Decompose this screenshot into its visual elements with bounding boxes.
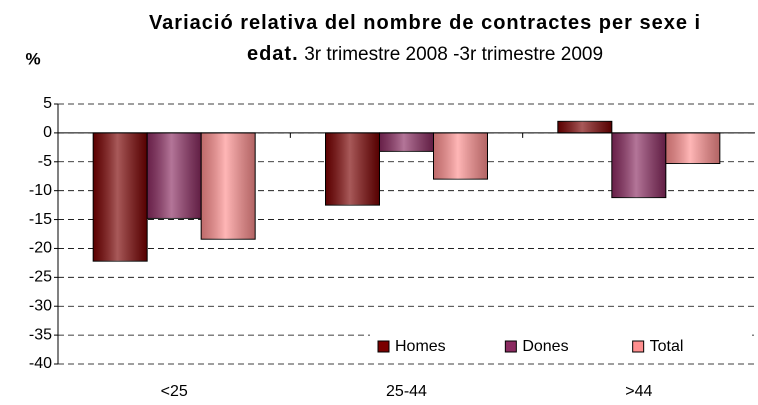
chart-title: Variació relativa del nombre de contract… <box>148 12 702 65</box>
y-tick-label: 5 <box>43 95 52 112</box>
x-tick-label: <25 <box>161 383 188 400</box>
x-tick-label: >44 <box>625 383 652 400</box>
y-tick-label: -35 <box>29 326 52 343</box>
bar-shade <box>147 132 202 219</box>
bar-shade <box>557 121 612 133</box>
legend-swatch <box>632 340 645 353</box>
bar-shade <box>611 132 666 198</box>
chart-subtitle: 3r trimestre 2008 -3r trimestre 2009 <box>304 44 604 65</box>
y-tick-label: -40 <box>29 355 52 372</box>
legend-swatch <box>377 340 390 353</box>
legend-swatch <box>504 340 517 353</box>
y-axis-label: % <box>25 49 40 68</box>
bar-shade <box>379 132 434 152</box>
bar-shade <box>201 132 256 240</box>
bar-shade <box>325 132 380 206</box>
legend-box <box>370 333 752 360</box>
y-tick-label: -15 <box>29 211 52 228</box>
bar-shade <box>433 132 488 180</box>
bar-shade <box>93 132 148 262</box>
y-tick-label: -5 <box>38 153 52 170</box>
y-tick-label: -30 <box>29 297 52 314</box>
legend-label: Homes <box>395 338 446 355</box>
y-tick-label: 0 <box>43 124 52 141</box>
y-tick-label: -25 <box>29 269 52 286</box>
chart-title-block: Variació relativa del nombre de contract… <box>130 8 720 70</box>
bar-shade <box>665 132 720 164</box>
legend-label: Dones <box>522 338 568 355</box>
y-tick-label: -20 <box>29 240 52 257</box>
y-tick-label: -10 <box>29 182 52 199</box>
x-tick-label: 25-44 <box>386 383 427 400</box>
legend-label: Total <box>650 338 684 355</box>
